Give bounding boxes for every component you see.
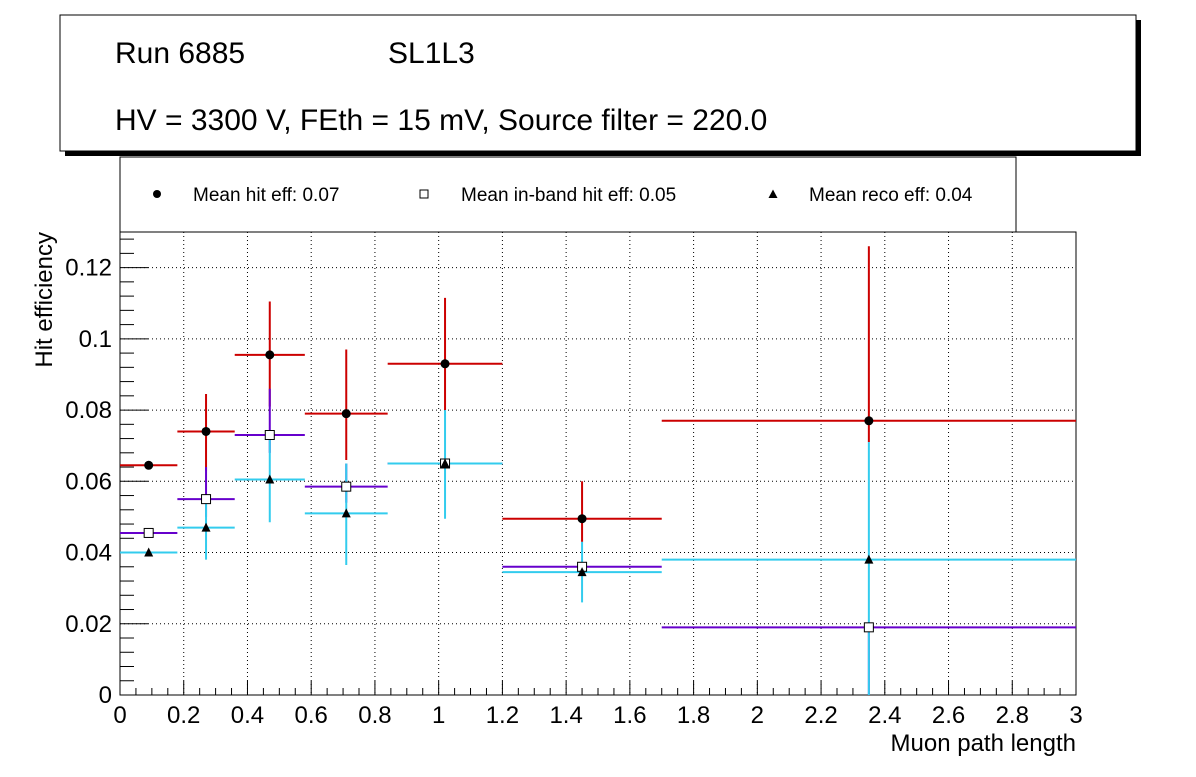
x-tick-label: 2.2 [804, 702, 837, 729]
x-tick-label: 0 [113, 702, 126, 729]
x-tick-label: 0.4 [231, 702, 264, 729]
reco-eff-point [864, 554, 874, 564]
x-tick-label: 3 [1069, 702, 1082, 729]
x-axis-tick-labels: 0 0.2 0.4 0.6 0.8 1 1.2 1.4 1.6 1.8 2 2.2 2.4 2.6 2.8 3 [113, 702, 1082, 729]
run-label: Run 6885 [115, 37, 245, 70]
x-axis-title: Muon path length [891, 730, 1076, 757]
y-tick-label: 0.12 [65, 255, 112, 282]
reco-eff-point [201, 522, 211, 532]
hit-eff-point [341, 409, 351, 419]
x-tick-label: 1.8 [677, 702, 710, 729]
hit-eff-point [440, 359, 450, 369]
legend-marker-inband [419, 189, 429, 199]
x-tick-label: 2.6 [932, 702, 965, 729]
x-tick-label: 0.2 [167, 702, 200, 729]
reco-eff-point [440, 458, 450, 468]
x-tick-label: 2 [751, 702, 764, 729]
y-tick-label: 0.02 [65, 611, 112, 638]
legend-marker-hit [153, 190, 161, 198]
error-bars [120, 246, 1076, 695]
hit-eff-point [265, 350, 275, 360]
legend-label-inband: Mean in-band hit eff: 0.05 [461, 185, 676, 206]
y-tick-label: 0.08 [65, 397, 112, 424]
reco-eff-point [341, 508, 351, 518]
hit-eff-point [864, 416, 874, 426]
legend-marker-reco [768, 189, 778, 198]
x-tick-label: 0.6 [295, 702, 328, 729]
x-tick-label: 1 [432, 702, 445, 729]
x-tick-label: 2.8 [996, 702, 1029, 729]
hit-eff-point [577, 514, 587, 524]
hit-eff-point [201, 426, 211, 436]
y-tick-label: 0.1 [79, 326, 112, 353]
legend-box [119, 156, 1017, 233]
y-tick-label: 0.04 [65, 540, 112, 567]
inband-eff-point [863, 622, 874, 633]
legend-label-reco: Mean reco eff: 0.04 [809, 185, 973, 206]
inband-eff-point [201, 494, 212, 505]
x-tick-label: 0.8 [358, 702, 391, 729]
y-axis-tick-labels: 0 0.02 0.04 0.06 0.08 0.1 0.12 [65, 255, 112, 709]
y-tick-label: 0 [99, 682, 112, 709]
data-markers [143, 350, 874, 633]
plot-frame [119, 231, 1077, 696]
hit-eff-point [144, 460, 154, 470]
conditions-label: HV = 3300 V, FEth = 15 mV, Source filter… [115, 104, 767, 137]
y-axis-title: Hit efficiency [31, 232, 58, 368]
axis-ticks [119, 238, 1077, 696]
reco-eff-point [577, 567, 587, 577]
layer-label: SL1L3 [388, 37, 475, 70]
inband-eff-point [143, 527, 154, 538]
title-box [59, 14, 1137, 152]
inband-eff-point [341, 481, 352, 492]
legend-label-hit: Mean hit eff: 0.07 [193, 185, 339, 206]
x-tick-label: 1.6 [613, 702, 646, 729]
y-tick-label: 0.06 [65, 468, 112, 495]
x-tick-label: 1.2 [486, 702, 519, 729]
x-tick-label: 1.4 [549, 702, 582, 729]
inband-eff-point [264, 430, 275, 441]
reco-eff-point [265, 474, 275, 484]
grid [120, 232, 1076, 695]
x-tick-label: 2.4 [868, 702, 901, 729]
reco-eff-point [144, 547, 154, 557]
